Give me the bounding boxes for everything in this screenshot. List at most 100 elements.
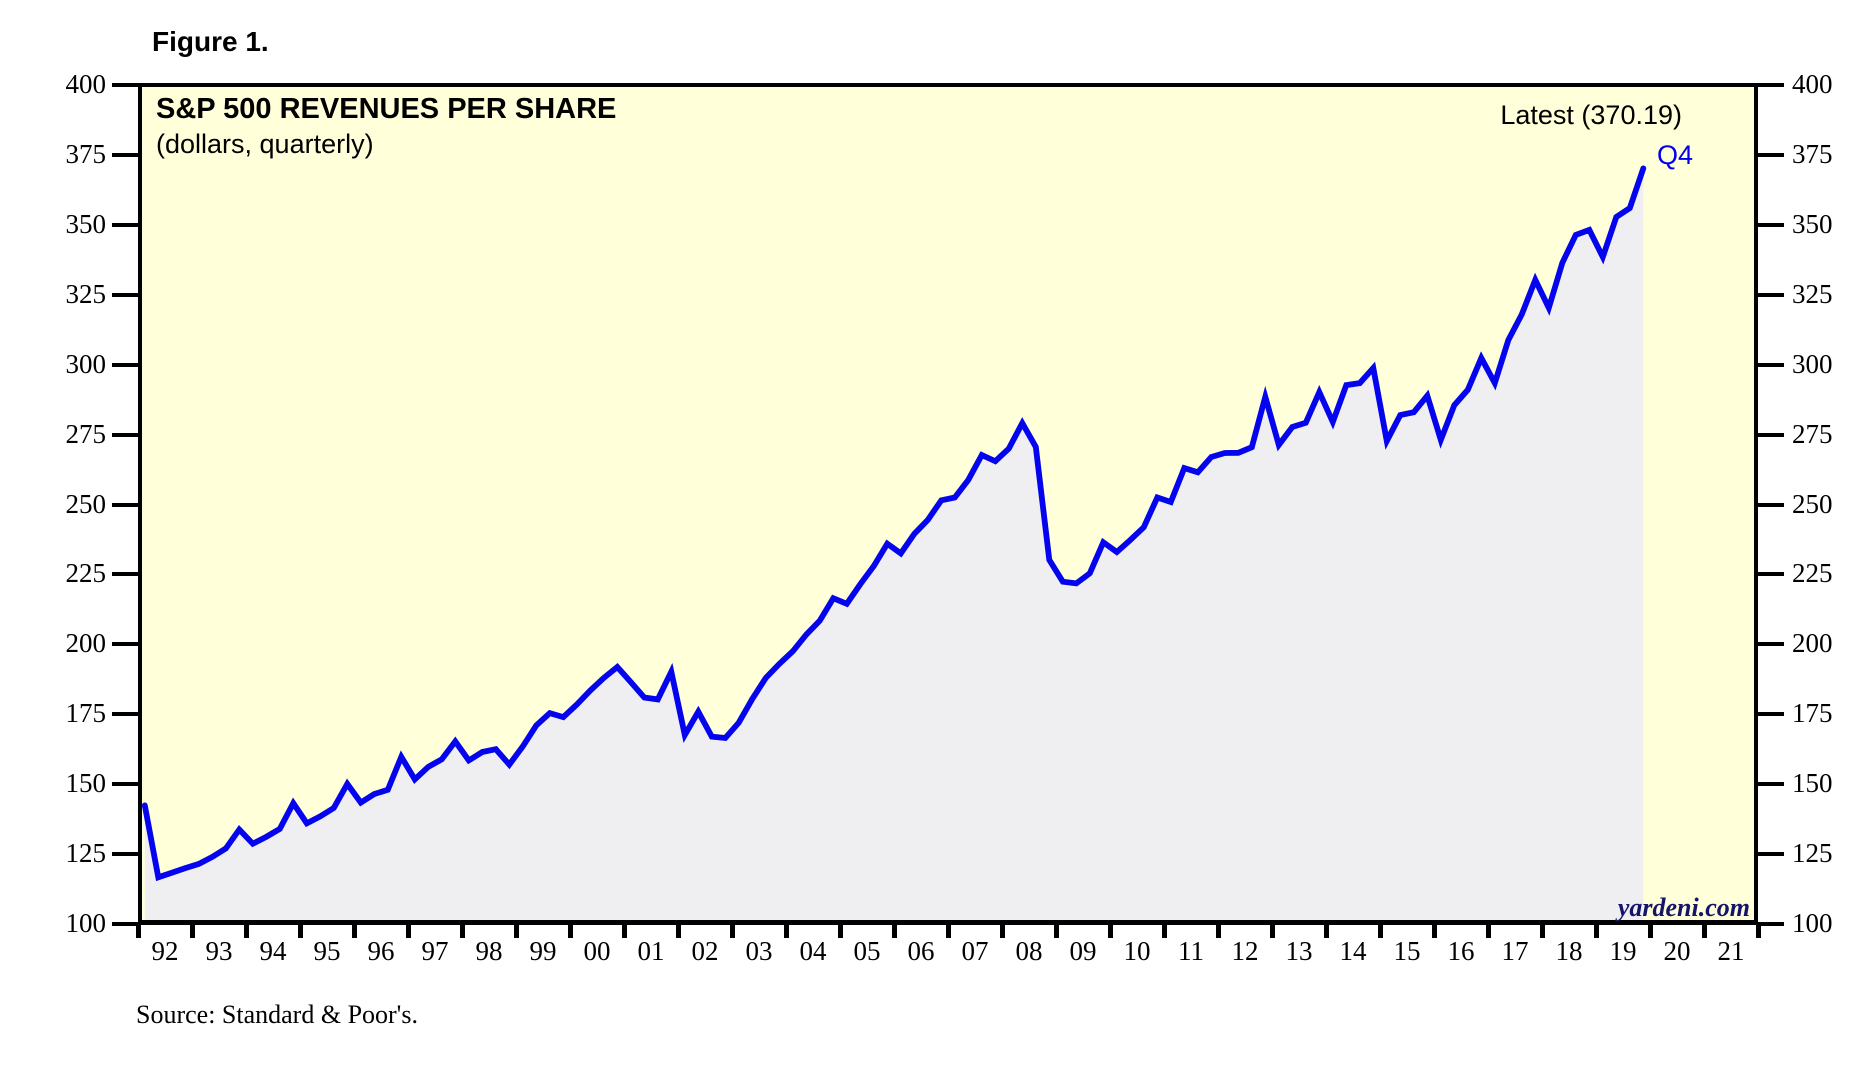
x-axis-label: 13 xyxy=(1285,936,1313,966)
y-axis-label-left: 325 xyxy=(65,278,107,309)
y-axis-label-right: 250 xyxy=(1792,488,1833,519)
x-axis-label: 04 xyxy=(799,936,827,966)
x-axis-tick xyxy=(189,925,195,938)
x-axis-tick xyxy=(1377,925,1383,938)
y-axis-tick-right xyxy=(1758,782,1784,787)
x-axis-tick xyxy=(729,925,735,938)
y-axis-tick-right xyxy=(1758,502,1784,507)
y-axis-tick-left xyxy=(112,922,138,926)
y-axis-tick-right xyxy=(1758,922,1784,926)
x-axis-tick xyxy=(1053,925,1059,938)
x-axis-tick xyxy=(297,925,303,938)
latest-value-label: Latest (370.19) xyxy=(1500,100,1682,130)
x-axis-label: 99 xyxy=(529,936,557,966)
x-axis-label: 07 xyxy=(961,936,989,966)
source-note: Source: Standard & Poor's. xyxy=(136,1000,418,1029)
y-axis-tick-left xyxy=(112,852,138,857)
chart-title: S&P 500 REVENUES PER SHARE xyxy=(156,93,617,125)
y-axis-tick-left xyxy=(112,222,138,227)
x-axis-label: 06 xyxy=(907,936,935,966)
y-axis-label-left: 375 xyxy=(65,138,107,169)
y-axis-label-left: 225 xyxy=(65,558,107,589)
x-axis-label: 08 xyxy=(1015,936,1043,966)
x-axis-label: 10 xyxy=(1123,936,1151,966)
x-axis-tick xyxy=(999,925,1005,938)
y-axis-tick-left xyxy=(112,502,138,507)
y-axis-tick-left xyxy=(112,292,138,297)
x-axis-tick xyxy=(513,925,519,938)
y-axis-label-right: 125 xyxy=(1792,838,1833,869)
y-axis-tick-right xyxy=(1758,432,1784,437)
x-axis-label: 02 xyxy=(691,936,719,966)
x-axis-label: 17 xyxy=(1501,936,1529,966)
x-axis-label: 01 xyxy=(637,936,665,966)
y-axis-label-left: 400 xyxy=(65,69,107,99)
y-axis-label-right: 175 xyxy=(1792,698,1833,729)
revenues-per-share-line xyxy=(141,165,1647,882)
x-axis-tick xyxy=(675,925,681,938)
y-axis-tick-left xyxy=(112,642,138,647)
y-axis-tick-left xyxy=(112,152,138,157)
x-axis-label: 92 xyxy=(151,936,179,966)
x-axis-tick xyxy=(1539,925,1545,938)
x-axis-label: 14 xyxy=(1339,936,1367,966)
y-axis-tick-right xyxy=(1758,83,1784,87)
x-axis-label: 95 xyxy=(313,936,341,966)
x-axis-tick xyxy=(405,925,411,938)
x-axis-tick xyxy=(621,925,627,938)
y-axis-label-right: 300 xyxy=(1792,348,1833,379)
x-axis-tick xyxy=(1107,925,1113,938)
revenue-line-chart xyxy=(141,165,1647,920)
y-axis-tick-right xyxy=(1758,712,1784,717)
x-axis-tick xyxy=(783,925,789,938)
y-axis-tick-right xyxy=(1758,292,1784,297)
x-axis-tick xyxy=(243,925,249,938)
y-axis-tick-left xyxy=(112,572,138,577)
x-axis-label: 09 xyxy=(1069,936,1097,966)
y-axis-tick-left xyxy=(112,782,138,787)
y-axis-label-left: 150 xyxy=(65,768,107,799)
x-axis-tick xyxy=(1647,925,1653,938)
x-axis-label: 18 xyxy=(1555,936,1583,966)
x-axis-label: 21 xyxy=(1717,936,1745,966)
x-axis-tick xyxy=(837,925,843,938)
x-axis-label: 19 xyxy=(1609,936,1637,966)
y-axis-label-left: 100 xyxy=(65,908,107,938)
y-axis-label-left: 300 xyxy=(65,348,107,379)
x-axis-tick xyxy=(567,925,573,938)
endpoint-quarter-label: Q4 xyxy=(1657,140,1694,170)
x-axis-label: 05 xyxy=(853,936,881,966)
x-axis-label: 15 xyxy=(1393,936,1421,966)
y-axis-label-right: 100 xyxy=(1792,908,1833,938)
x-axis-label: 96 xyxy=(367,936,395,966)
y-axis-tick-left xyxy=(112,362,138,367)
y-axis-label-right: 225 xyxy=(1792,558,1833,589)
y-axis-label-right: 350 xyxy=(1792,208,1833,239)
y-axis-tick-right xyxy=(1758,642,1784,647)
y-axis-label-right: 200 xyxy=(1792,628,1833,659)
y-axis-label-left: 200 xyxy=(65,628,107,659)
x-axis-label: 20 xyxy=(1663,936,1691,966)
y-axis-label-right: 150 xyxy=(1792,768,1833,799)
x-axis-tick xyxy=(459,925,465,938)
x-axis-tick xyxy=(351,925,357,938)
y-axis-label-left: 275 xyxy=(65,418,107,449)
x-axis-tick xyxy=(1701,925,1707,938)
x-axis-label: 03 xyxy=(745,936,773,966)
y-axis-tick-left xyxy=(112,432,138,437)
x-axis-tick xyxy=(135,925,141,938)
x-axis-label: 00 xyxy=(583,936,611,966)
y-axis-tick-left xyxy=(112,83,138,87)
x-axis-tick xyxy=(1593,925,1599,938)
y-axis-tick-right xyxy=(1758,222,1784,227)
y-axis-tick-right xyxy=(1758,852,1784,857)
x-axis-tick xyxy=(1323,925,1329,938)
y-axis-label-right: 375 xyxy=(1792,138,1833,169)
x-axis-tick xyxy=(1215,925,1221,938)
x-axis-label: 98 xyxy=(475,936,503,966)
area-fill xyxy=(144,168,1644,920)
x-axis-tick xyxy=(945,925,951,938)
x-axis-label: 11 xyxy=(1178,936,1204,966)
y-axis-label-left: 350 xyxy=(65,208,107,239)
